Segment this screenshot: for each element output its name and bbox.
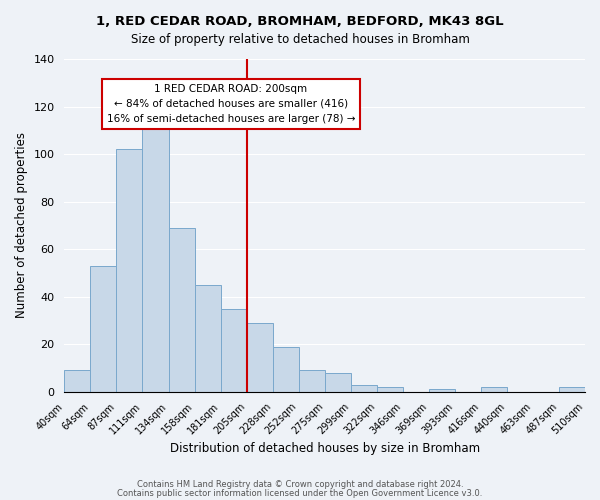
Bar — [429, 390, 455, 392]
Bar — [116, 150, 142, 392]
Bar — [559, 387, 585, 392]
Bar — [299, 370, 325, 392]
Bar — [377, 387, 403, 392]
Bar — [325, 372, 351, 392]
Text: 1, RED CEDAR ROAD, BROMHAM, BEDFORD, MK43 8GL: 1, RED CEDAR ROAD, BROMHAM, BEDFORD, MK4… — [96, 15, 504, 28]
Bar — [142, 128, 169, 392]
Bar — [351, 384, 377, 392]
Bar — [91, 266, 116, 392]
Bar — [481, 387, 507, 392]
Bar — [169, 228, 194, 392]
Text: Contains HM Land Registry data © Crown copyright and database right 2024.: Contains HM Land Registry data © Crown c… — [137, 480, 463, 489]
Text: 1 RED CEDAR ROAD: 200sqm
← 84% of detached houses are smaller (416)
16% of semi-: 1 RED CEDAR ROAD: 200sqm ← 84% of detach… — [107, 84, 355, 124]
Text: Size of property relative to detached houses in Bromham: Size of property relative to detached ho… — [131, 32, 469, 46]
Bar — [64, 370, 91, 392]
Y-axis label: Number of detached properties: Number of detached properties — [15, 132, 28, 318]
Bar — [272, 346, 299, 392]
X-axis label: Distribution of detached houses by size in Bromham: Distribution of detached houses by size … — [170, 442, 480, 455]
Bar — [221, 308, 247, 392]
Bar — [247, 323, 272, 392]
Bar — [194, 285, 221, 392]
Text: Contains public sector information licensed under the Open Government Licence v3: Contains public sector information licen… — [118, 488, 482, 498]
